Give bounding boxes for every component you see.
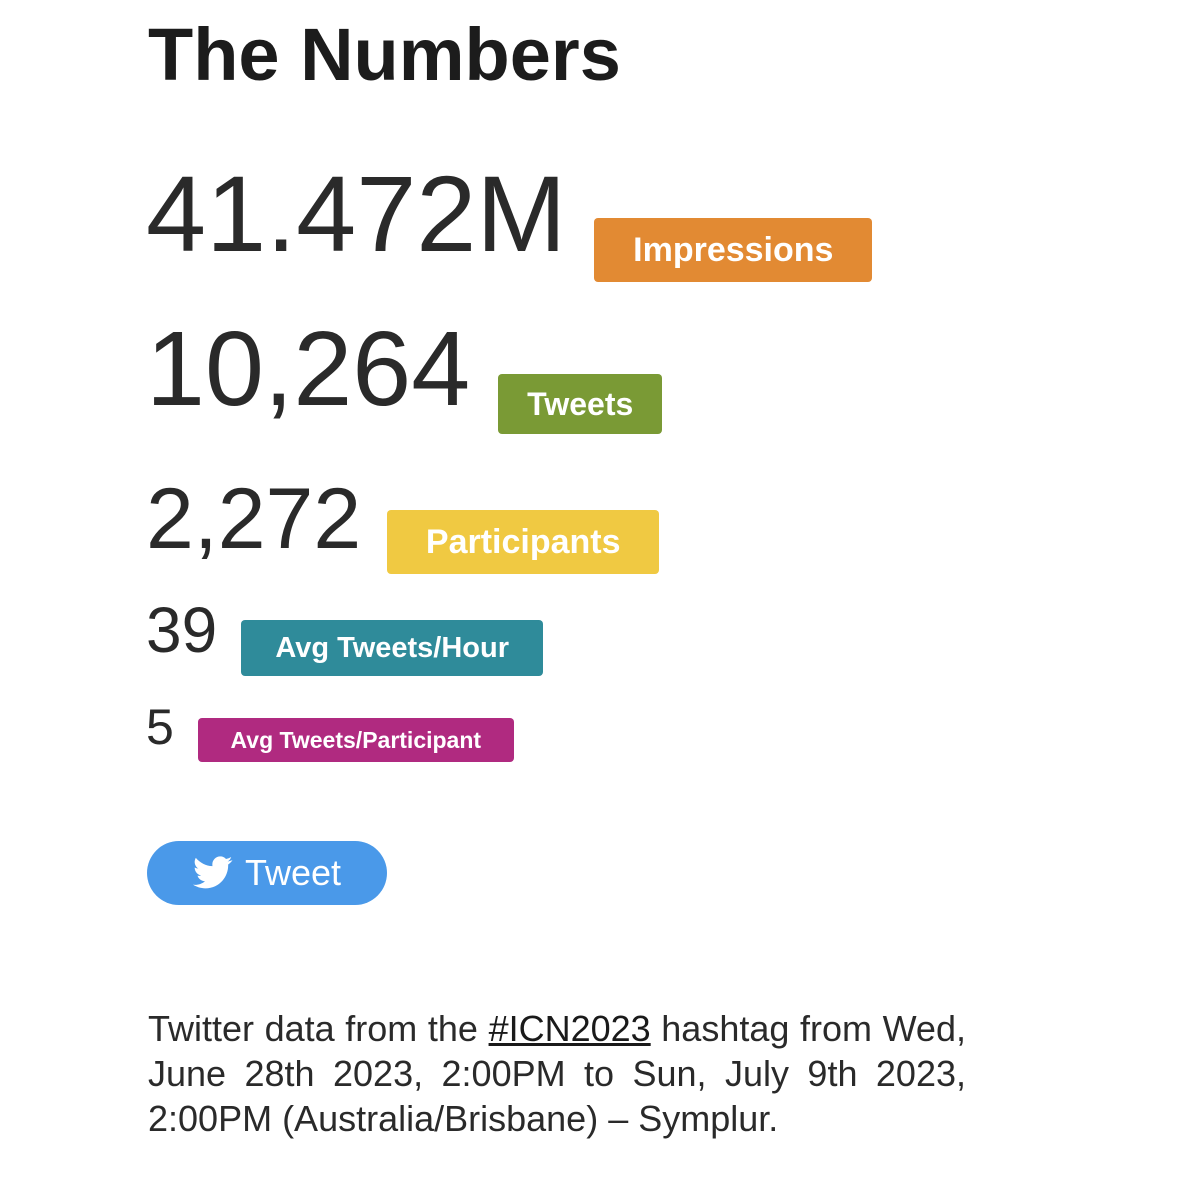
stat-value: 39 — [146, 594, 218, 666]
data-source-note: Twitter data from the #ICN2023 hashtag f… — [148, 1006, 966, 1141]
stat-badge-participants: Participants — [387, 510, 660, 574]
stat-value: 2,272 — [146, 471, 362, 567]
tweet-button-label: Tweet — [244, 852, 342, 893]
footer-suffix: hashtag from Wed, June 28th 2023, 2:00PM… — [148, 1008, 966, 1139]
stat-tweets: 10,264 Tweets — [146, 310, 663, 434]
tweet-button[interactable]: Tweet — [147, 841, 387, 905]
stat-value: 10,264 — [146, 310, 471, 428]
page-title: The Numbers — [148, 13, 621, 96]
stat-avg-tweets-participant: 5 Avg Tweets/Participant — [146, 699, 514, 762]
stat-badge-tweets: Tweets — [498, 374, 663, 434]
stat-badge-avg-tweets-hour: Avg Tweets/Hour — [241, 620, 544, 676]
stat-badge-impressions: Impressions — [594, 218, 873, 282]
stat-impressions: 41.472M Impressions — [146, 153, 873, 282]
stat-avg-tweets-hour: 39 Avg Tweets/Hour — [146, 594, 544, 676]
stat-value: 5 — [146, 699, 174, 755]
twitter-bird-icon — [192, 856, 233, 889]
stat-value: 41.472M — [146, 153, 567, 274]
stat-participants: 2,272 Participants — [146, 471, 660, 574]
stat-badge-avg-tweets-participant: Avg Tweets/Participant — [197, 718, 514, 762]
footer-prefix: Twitter data from the — [148, 1008, 489, 1049]
hashtag-link[interactable]: #ICN2023 — [488, 1008, 651, 1049]
